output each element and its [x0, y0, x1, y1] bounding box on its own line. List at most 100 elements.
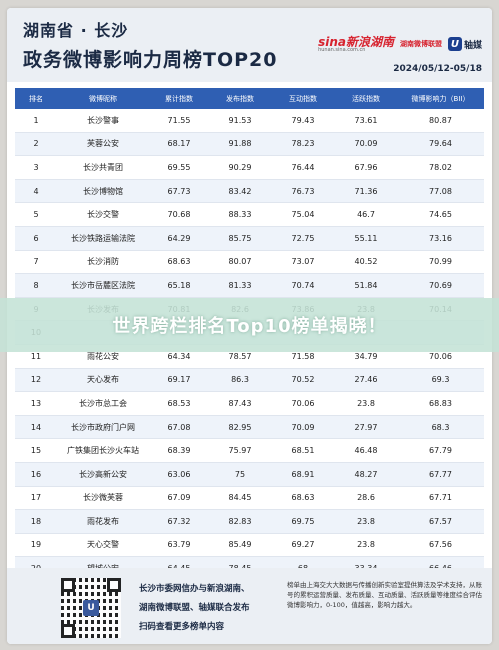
rank-cell: 18	[15, 509, 57, 534]
score-cell: 80.07	[209, 250, 271, 275]
rank-cell: 2	[15, 132, 57, 157]
score-cell: 70.52	[271, 368, 335, 393]
score-cell: 68.53	[149, 391, 209, 416]
publisher-info: 长沙市委网信办与新浪湖南、 湖南微博联盟、轴媒联合发布 扫码查看更多榜单内容	[139, 584, 250, 632]
account-name-cell: 天心发布	[57, 368, 149, 393]
score-cell: 23.8	[335, 391, 397, 416]
score-cell: 90.29	[209, 155, 271, 180]
score-cell: 84.45	[209, 486, 271, 511]
rank-cell: 17	[15, 486, 57, 511]
rank-cell: 6	[15, 226, 57, 251]
account-name-cell: 长沙消防	[57, 250, 149, 275]
score-cell: 79.64	[397, 132, 484, 157]
column-header: 排名	[15, 88, 57, 109]
account-name-cell: 长沙共青团	[57, 155, 149, 180]
column-header: 互动指数	[271, 88, 335, 109]
table-row: 15 广铁集团长沙火车站 68.39 75.97 68.51 46.48 67.79	[15, 438, 484, 463]
table-row: 13 长沙市总工会 68.53 87.43 70.06 23.8 68.83	[15, 391, 484, 416]
rank-cell: 1	[15, 109, 57, 133]
rank-cell: 12	[15, 368, 57, 393]
score-cell: 75.04	[271, 202, 335, 227]
score-cell: 63.79	[149, 533, 209, 558]
score-cell: 80.87	[397, 109, 484, 133]
table-row: 3 长沙共青团 69.55 90.29 76.44 67.96 78.02	[15, 155, 484, 180]
methodology-note: 榜单由上海交大大数据与传播创新实验室提供算法及学术支持，从账号的累积运营质量、发…	[287, 581, 482, 609]
score-cell: 91.53	[209, 109, 271, 133]
score-cell: 70.09	[335, 132, 397, 157]
column-header: 微博昵称	[57, 88, 149, 109]
headline-banner[interactable]: 世界跨栏排名Top10榜单揭晓！	[0, 298, 499, 352]
score-cell: 48.27	[335, 462, 397, 487]
account-name-cell: 长沙市总工会	[57, 391, 149, 416]
rank-cell: 15	[15, 438, 57, 463]
score-cell: 67.08	[149, 415, 209, 440]
score-cell: 68.3	[397, 415, 484, 440]
score-cell: 77.08	[397, 179, 484, 204]
score-cell: 78.02	[397, 155, 484, 180]
score-cell: 83.42	[209, 179, 271, 204]
table-header-row: 排名 微博昵称 累计指数 发布指数 互动指数 活跃指数 微博影响力（BII）	[15, 88, 484, 109]
column-header: 发布指数	[209, 88, 271, 109]
score-cell: 67.79	[397, 438, 484, 463]
ranking-title: 政务微博影响力周榜TOP20	[23, 49, 278, 71]
column-header: 微博影响力（BII）	[397, 88, 484, 109]
score-cell: 85.75	[209, 226, 271, 251]
rank-cell: 8	[15, 273, 57, 298]
column-header: 累计指数	[149, 88, 209, 109]
score-cell: 68.63	[271, 486, 335, 511]
score-cell: 85.49	[209, 533, 271, 558]
table-row: 8 长沙市岳麓区法院 65.18 81.33 70.74 51.84 70.69	[15, 273, 484, 298]
media-alliance-logo: 湖南微博联盟	[399, 40, 442, 48]
rank-cell: 13	[15, 391, 57, 416]
score-cell: 69.55	[149, 155, 209, 180]
score-cell: 73.61	[335, 109, 397, 133]
score-cell: 73.07	[271, 250, 335, 275]
score-cell: 75	[209, 462, 271, 487]
table-row: 19 天心交警 63.79 85.49 69.27 23.8 67.56	[15, 533, 484, 558]
table-row: 6 长沙铁路运输法院 64.29 85.75 72.75 55.11 73.16	[15, 226, 484, 251]
zhoumei-logo: U 轴媒	[447, 37, 482, 51]
u-logo-icon: U	[447, 37, 462, 51]
score-cell: 73.16	[397, 226, 484, 251]
score-cell: 64.29	[149, 226, 209, 251]
score-cell: 87.43	[209, 391, 271, 416]
score-cell: 81.33	[209, 273, 271, 298]
score-cell: 70.06	[271, 391, 335, 416]
column-header: 活跃指数	[335, 88, 397, 109]
score-cell: 68.83	[397, 391, 484, 416]
rank-cell: 4	[15, 179, 57, 204]
qr-code[interactable]: U	[61, 578, 121, 638]
rank-cell: 14	[15, 415, 57, 440]
account-name-cell: 雨花发布	[57, 509, 149, 534]
score-cell: 67.96	[335, 155, 397, 180]
partner-logos: sina新浪湖南 hunan.sina.com.cn 湖南微博联盟 U 轴媒	[318, 34, 482, 54]
ranking-header: 湖南省 · 长沙 政务微博影响力周榜TOP20 sina新浪湖南 hunan.s…	[7, 8, 492, 82]
score-cell: 69.17	[149, 368, 209, 393]
account-name-cell: 长沙市政府门户网	[57, 415, 149, 440]
score-cell: 67.32	[149, 509, 209, 534]
rank-cell: 3	[15, 155, 57, 180]
table-row: 7 长沙消防 68.63 80.07 73.07 40.52 70.99	[15, 250, 484, 275]
account-name-cell: 长沙交警	[57, 202, 149, 227]
rank-cell: 16	[15, 462, 57, 487]
date-range: 2024/05/12-05/18	[393, 64, 482, 74]
score-cell: 75.97	[209, 438, 271, 463]
score-cell: 67.57	[397, 509, 484, 534]
score-cell: 67.56	[397, 533, 484, 558]
score-cell: 86.3	[209, 368, 271, 393]
account-name-cell: 长沙博物馆	[57, 179, 149, 204]
ranking-footer: U 长沙市委网信办与新浪湖南、 湖南微博联盟、轴媒联合发布 扫码查看更多榜单内容…	[7, 568, 492, 644]
table-row: 5 长沙交警 70.68 88.33 75.04 46.7 74.65	[15, 202, 484, 227]
score-cell: 71.36	[335, 179, 397, 204]
score-cell: 70.68	[149, 202, 209, 227]
score-cell: 46.48	[335, 438, 397, 463]
score-cell: 65.18	[149, 273, 209, 298]
score-cell: 23.8	[335, 509, 397, 534]
score-cell: 88.33	[209, 202, 271, 227]
score-cell: 51.84	[335, 273, 397, 298]
score-cell: 27.97	[335, 415, 397, 440]
region-title: 湖南省 · 长沙	[23, 21, 129, 40]
account-name-cell: 广铁集团长沙火车站	[57, 438, 149, 463]
rank-cell: 5	[15, 202, 57, 227]
score-cell: 23.8	[335, 533, 397, 558]
